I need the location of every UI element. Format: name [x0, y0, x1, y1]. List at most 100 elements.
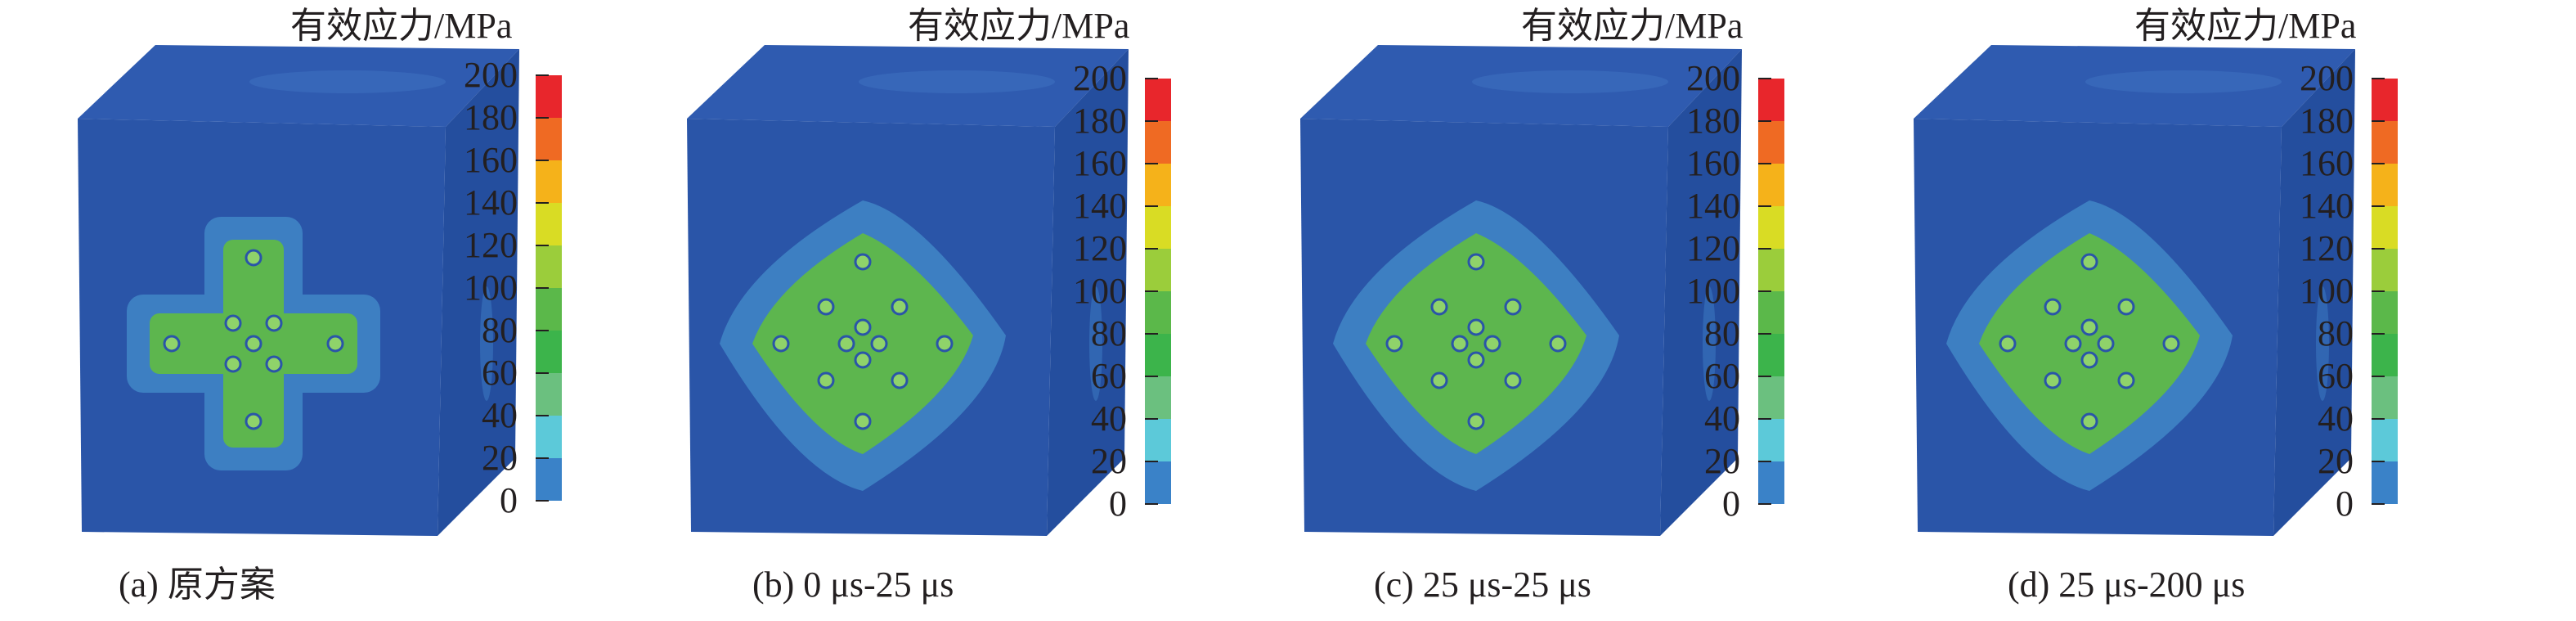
scale-segment	[1145, 79, 1171, 121]
tick-mark	[1758, 248, 1771, 250]
blast-hole	[245, 335, 263, 353]
tick-label: 80	[2318, 313, 2354, 353]
unit-label: 有效应力/MPa	[908, 6, 1130, 46]
tick-label: 180	[2300, 101, 2354, 141]
tick-label: 160	[2300, 143, 2354, 183]
scale-segment	[2372, 334, 2398, 376]
tick-mark	[1145, 78, 1158, 79]
tick-label: 100	[2300, 271, 2354, 311]
tick-label: 200	[1073, 58, 1127, 98]
unit-label: 有效应力/MPa	[1521, 6, 1744, 46]
blast-hole	[2064, 335, 2082, 353]
blast-hole	[2044, 298, 2062, 316]
tick-label: 200	[1686, 58, 1740, 98]
tick-label: 40	[482, 395, 518, 435]
scale-segment	[1145, 334, 1171, 376]
panel-caption: (a) 原方案	[119, 565, 276, 605]
scale-segment	[2372, 121, 2398, 164]
cube-side-face	[1660, 49, 1742, 536]
blast-hole	[1483, 335, 1501, 353]
scale-segment	[2372, 376, 2398, 419]
stress-core	[1979, 233, 2200, 454]
blast-hole	[2162, 335, 2180, 353]
tick-label: 100	[1686, 271, 1740, 311]
blast-hole	[2080, 412, 2098, 430]
blast-hole	[854, 351, 872, 369]
tick-mark	[536, 500, 549, 502]
scale-segment	[536, 75, 562, 118]
tick-mark	[2372, 290, 2385, 292]
scale-segment	[536, 160, 562, 203]
tick-label: 0	[2336, 484, 2354, 524]
blast-hole	[772, 335, 790, 353]
blast-hole	[2117, 371, 2135, 389]
scale-segment	[2372, 164, 2398, 206]
blast-hole	[1467, 318, 1485, 336]
tick-label: 40	[1091, 398, 1127, 439]
tick-label: 140	[2300, 186, 2354, 226]
blast-hole	[2080, 253, 2098, 271]
color-scale-bar	[536, 75, 562, 501]
tick-mark	[1758, 418, 1771, 420]
blast-hole	[1451, 335, 1469, 353]
blast-hole	[1504, 298, 1522, 316]
scale-segment	[1145, 461, 1171, 504]
tick-label: 200	[2300, 58, 2354, 98]
tick-label: 180	[464, 97, 518, 137]
color-scale-bar	[1758, 79, 1784, 504]
blast-hole	[1467, 351, 1485, 369]
tick-label: 180	[1686, 101, 1740, 141]
tick-mark	[2372, 205, 2385, 207]
scale-segment	[1758, 334, 1784, 376]
tick-label: 120	[464, 225, 518, 265]
tick-label: 0	[1722, 484, 1740, 524]
scale-segment	[2372, 79, 2398, 121]
side-face-highlight	[1089, 286, 1102, 401]
blast-hole	[2117, 298, 2135, 316]
tick-mark	[1758, 120, 1771, 122]
panel-caption: (c) 25 μs-25 μs	[1374, 565, 1591, 605]
side-face-highlight	[480, 286, 493, 401]
tick-mark	[1145, 248, 1158, 250]
tick-mark	[536, 245, 549, 246]
tick-mark	[2372, 248, 2385, 250]
scale-segment	[1758, 164, 1784, 206]
stress-zone	[720, 200, 1006, 491]
scale-segment	[536, 331, 562, 373]
scale-segment	[2372, 461, 2398, 504]
tick-label: 100	[464, 268, 518, 308]
scale-segment	[2372, 419, 2398, 461]
scale-segment	[536, 245, 562, 288]
scale-segment	[536, 288, 562, 331]
tick-label: 100	[1073, 271, 1127, 311]
side-face-highlight	[1703, 286, 1716, 401]
color-scale-bar	[2372, 79, 2398, 504]
top-face-highlight	[249, 70, 446, 93]
blast-hole	[837, 335, 855, 353]
blast-hole	[817, 298, 835, 316]
tick-label: 140	[1686, 186, 1740, 226]
stress-core	[752, 233, 973, 454]
cube-side-face	[1047, 49, 1129, 536]
tick-label: 180	[1073, 101, 1127, 141]
top-face-highlight	[2085, 70, 2282, 93]
blast-hole	[2080, 351, 2098, 369]
unit-label: 有效应力/MPa	[290, 6, 513, 46]
tick-mark	[1758, 205, 1771, 207]
scale-segment	[1145, 249, 1171, 291]
blast-hole	[1467, 253, 1485, 271]
scale-segment	[1145, 206, 1171, 249]
tick-mark	[2372, 78, 2385, 79]
blast-hole	[224, 355, 242, 373]
scale-segment	[1145, 121, 1171, 164]
blast-hole	[224, 314, 242, 332]
side-face-highlight	[2316, 286, 2329, 401]
blast-hole	[245, 412, 263, 430]
top-face-highlight	[1472, 70, 1668, 93]
tick-mark	[1758, 290, 1771, 292]
tick-label: 160	[1073, 143, 1127, 183]
scale-segment	[536, 458, 562, 501]
tick-mark	[1145, 503, 1158, 505]
tick-label: 20	[482, 438, 518, 478]
tick-mark	[536, 74, 549, 76]
